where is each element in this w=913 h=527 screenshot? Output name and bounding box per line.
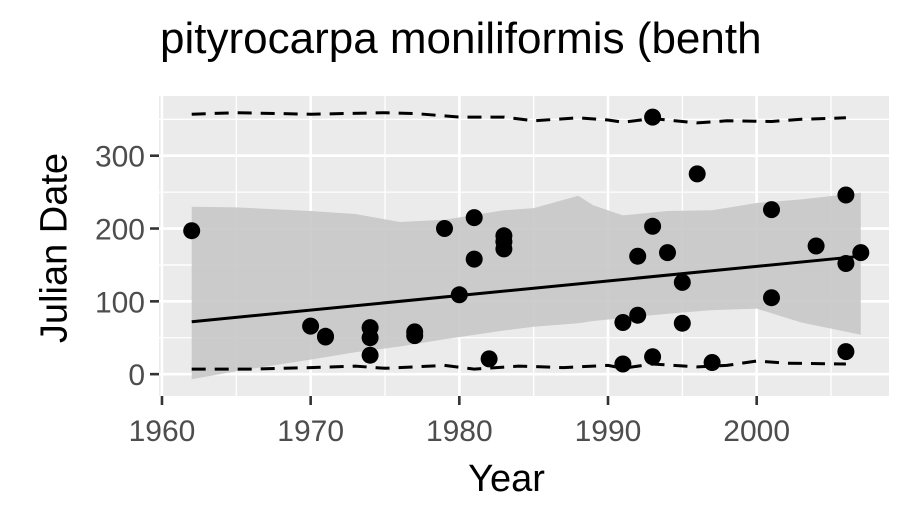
data-point — [495, 240, 513, 258]
data-point — [837, 255, 855, 272]
lower-dashed-line — [191, 359, 846, 371]
data-point — [763, 289, 780, 307]
data-point — [703, 354, 721, 371]
chart-title: pityrocarpa moniliformis (benth — [160, 14, 762, 63]
data-point — [629, 247, 647, 265]
data-point — [644, 217, 662, 235]
data-point — [629, 306, 647, 324]
x-tick-label: 1980 — [426, 415, 493, 448]
confidence-ribbon — [191, 192, 861, 380]
data-point — [807, 237, 825, 255]
y-tick-label: 100 — [95, 286, 145, 319]
data-point — [673, 273, 691, 291]
data-point — [852, 244, 870, 262]
data-point — [480, 350, 498, 368]
x-tick-label: 1990 — [575, 415, 642, 448]
data-point — [406, 327, 424, 345]
data-point — [436, 220, 453, 237]
data-point — [644, 348, 662, 366]
data-point — [673, 314, 691, 332]
data-point — [302, 317, 320, 335]
data-point — [450, 286, 468, 304]
data-point — [644, 108, 662, 126]
data-point — [837, 343, 855, 361]
y-axis-label: Julian Date — [33, 152, 76, 344]
x-tick-label: 1960 — [129, 415, 196, 448]
x-tick-label: 1970 — [277, 415, 344, 448]
y-tick-label: 0 — [128, 359, 145, 392]
trend-line — [191, 254, 861, 324]
y-tick-label: 200 — [95, 214, 145, 247]
data-point — [465, 250, 483, 268]
data-point — [183, 222, 201, 240]
data-point — [837, 186, 855, 204]
x-axis-label: Year — [468, 458, 545, 500]
data-point — [614, 314, 632, 331]
data-point — [614, 355, 632, 373]
upper-dashed-line — [191, 111, 846, 125]
data-point — [763, 201, 780, 219]
data-point — [465, 209, 483, 227]
data-point — [361, 329, 379, 347]
y-tick-label: 300 — [95, 141, 145, 174]
data-point — [688, 165, 706, 183]
data-point — [317, 328, 334, 346]
x-tick-label: 2000 — [723, 415, 790, 448]
data-point — [659, 244, 676, 262]
data-point — [361, 346, 379, 364]
